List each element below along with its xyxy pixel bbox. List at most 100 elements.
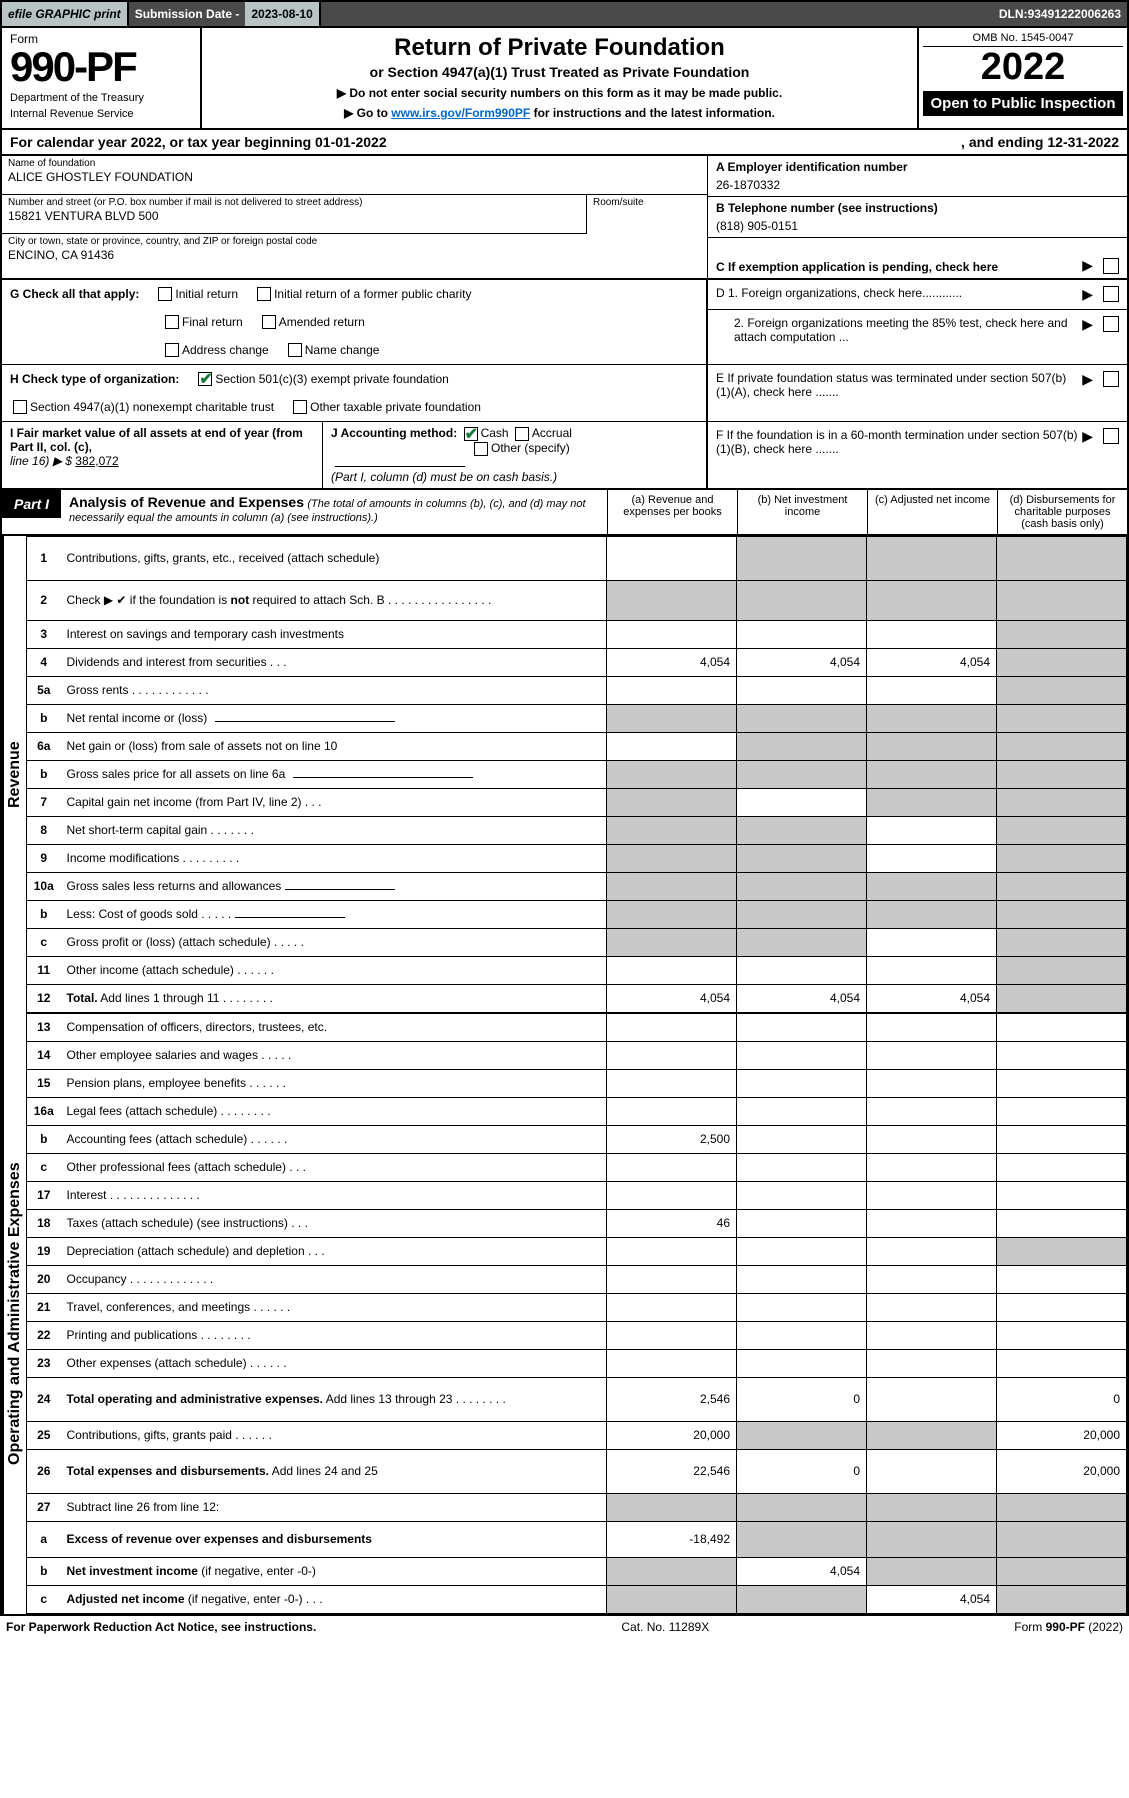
footer-mid: Cat. No. 11289X <box>621 1620 709 1634</box>
table-cell <box>867 620 997 648</box>
line-number: 10a <box>27 872 61 900</box>
table-cell <box>997 1521 1127 1557</box>
table-row: 16a Legal fees (attach schedule) . . . .… <box>27 1097 1127 1125</box>
line-desc: Depreciation (attach schedule) and deple… <box>61 1237 607 1265</box>
table-cell <box>737 872 867 900</box>
section-i-j-f-row: I Fair market value of all assets at end… <box>0 422 1129 490</box>
table-cell <box>737 760 867 788</box>
table-cell <box>997 1349 1127 1377</box>
telephone-value: (818) 905-0151 <box>716 219 1119 233</box>
checkbox-e[interactable] <box>1103 371 1119 387</box>
section-g: G Check all that apply: Initial return I… <box>2 280 707 364</box>
checkbox-amended[interactable] <box>262 315 276 329</box>
checkbox-initial-return[interactable] <box>158 287 172 301</box>
room-suite-cell: Room/suite <box>587 195 707 234</box>
table-cell <box>997 1069 1127 1097</box>
line-desc: Net investment income (if negative, ente… <box>61 1557 607 1585</box>
form-title: Return of Private Foundation <box>212 34 907 62</box>
table-cell <box>997 788 1127 816</box>
checkbox-other-method[interactable] <box>474 442 488 456</box>
table-row: 18 Taxes (attach schedule) (see instruct… <box>27 1209 1127 1237</box>
section-h: H Check type of organization: Section 50… <box>2 365 707 421</box>
line-number: 17 <box>27 1181 61 1209</box>
checkbox-4947[interactable] <box>13 400 27 414</box>
line-desc: Capital gain net income (from Part IV, l… <box>61 788 607 816</box>
checkbox-final-return[interactable] <box>165 315 179 329</box>
checkbox-initial-former[interactable] <box>257 287 271 301</box>
arrow-icon: ▶ <box>1082 371 1093 388</box>
table-cell <box>607 760 737 788</box>
entity-right: A Employer identification number 26-1870… <box>707 156 1127 278</box>
header-left: Form 990-PF Department of the Treasury I… <box>2 28 202 128</box>
table-cell <box>607 928 737 956</box>
table-cell: 4,054 <box>867 984 997 1012</box>
table-cell: 46 <box>607 1209 737 1237</box>
checkbox-501c3[interactable] <box>198 372 212 386</box>
expenses-table: 13 Compensation of officers, directors, … <box>26 1013 1127 1614</box>
open-inspection: Open to Public Inspection <box>923 91 1123 116</box>
checkbox-accrual[interactable] <box>515 427 529 441</box>
table-cell <box>737 676 867 704</box>
checkbox-c[interactable] <box>1103 258 1119 274</box>
table-cell <box>607 1293 737 1321</box>
table-cell <box>737 704 867 732</box>
table-cell <box>737 1493 867 1521</box>
table-cell <box>607 1349 737 1377</box>
form-number: 990-PF <box>10 46 192 88</box>
table-row: b Net rental income or (loss) <box>27 704 1127 732</box>
table-cell: 4,054 <box>607 984 737 1012</box>
table-row: 14 Other employee salaries and wages . .… <box>27 1041 1127 1069</box>
instructions-link[interactable]: www.irs.gov/Form990PF <box>391 106 530 120</box>
foundation-name-cell: Name of foundation ALICE GHOSTLEY FOUNDA… <box>2 156 707 195</box>
omb-number: OMB No. 1545-0047 <box>923 32 1123 47</box>
checkbox-f[interactable] <box>1103 428 1119 444</box>
table-cell <box>737 1069 867 1097</box>
line-number: 7 <box>27 788 61 816</box>
checkbox-other-taxable[interactable] <box>293 400 307 414</box>
section-h-e-row: H Check type of organization: Section 50… <box>0 365 1129 422</box>
line-number: 12 <box>27 984 61 1012</box>
table-row: 3 Interest on savings and temporary cash… <box>27 620 1127 648</box>
table-cell <box>737 732 867 760</box>
line-number: 26 <box>27 1449 61 1493</box>
checkbox-address-change[interactable] <box>165 343 179 357</box>
line-number: 6a <box>27 732 61 760</box>
table-row: b Net investment income (if negative, en… <box>27 1557 1127 1585</box>
table-cell <box>737 1153 867 1181</box>
line-number: 21 <box>27 1293 61 1321</box>
line-number: 9 <box>27 844 61 872</box>
table-cell <box>867 580 997 620</box>
table-cell <box>997 648 1127 676</box>
table-row: 8 Net short-term capital gain . . . . . … <box>27 816 1127 844</box>
checkbox-d2[interactable] <box>1103 316 1119 332</box>
form-subtitle: or Section 4947(a)(1) Trust Treated as P… <box>212 64 907 80</box>
table-cell <box>607 1041 737 1069</box>
calyear-end: , and ending 12-31-2022 <box>961 134 1119 150</box>
table-cell <box>867 816 997 844</box>
checkbox-d1[interactable] <box>1103 286 1119 302</box>
table-cell <box>997 928 1127 956</box>
section-f: F If the foundation is in a 60-month ter… <box>707 422 1127 488</box>
table-row: 11 Other income (attach schedule) . . . … <box>27 956 1127 984</box>
table-cell <box>737 1097 867 1125</box>
table-cell <box>607 732 737 760</box>
line-number: 24 <box>27 1377 61 1421</box>
table-cell: 4,054 <box>867 648 997 676</box>
entity-left: Name of foundation ALICE GHOSTLEY FOUNDA… <box>2 156 707 278</box>
line-number: a <box>27 1521 61 1557</box>
table-row: 4 Dividends and interest from securities… <box>27 648 1127 676</box>
table-cell <box>737 620 867 648</box>
checkbox-name-change[interactable] <box>288 343 302 357</box>
table-cell: 4,054 <box>737 648 867 676</box>
table-cell: 2,546 <box>607 1377 737 1421</box>
line-desc: Total expenses and disbursements. Add li… <box>61 1449 607 1493</box>
table-cell <box>737 1349 867 1377</box>
col-a-head: (a) Revenue and expenses per books <box>607 490 737 534</box>
table-cell <box>607 580 737 620</box>
dln: DLN: 93491222006263 <box>993 2 1127 26</box>
topbar-spacer <box>321 2 993 26</box>
line-number: b <box>27 900 61 928</box>
checkbox-cash[interactable] <box>464 427 478 441</box>
table-cell <box>737 536 867 580</box>
table-cell <box>867 1493 997 1521</box>
